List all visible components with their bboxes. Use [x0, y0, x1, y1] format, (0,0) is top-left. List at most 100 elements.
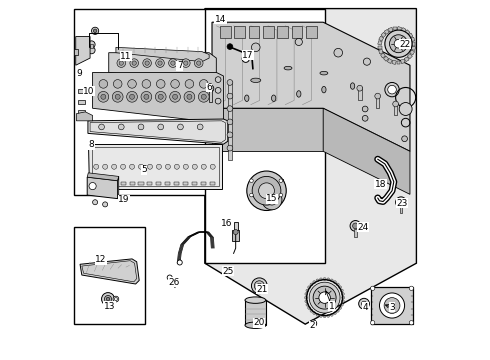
Circle shape	[119, 124, 124, 130]
Bar	[245, 300, 266, 325]
Circle shape	[215, 98, 221, 104]
Circle shape	[198, 91, 209, 102]
Circle shape	[138, 124, 144, 130]
Polygon shape	[87, 173, 119, 181]
Circle shape	[305, 300, 308, 303]
Circle shape	[94, 164, 98, 169]
Circle shape	[93, 29, 97, 33]
Circle shape	[115, 298, 117, 301]
Text: 6: 6	[206, 83, 212, 92]
Circle shape	[102, 202, 108, 207]
Circle shape	[207, 85, 214, 92]
Circle shape	[359, 298, 369, 309]
Text: 16: 16	[220, 219, 232, 228]
Circle shape	[184, 91, 195, 102]
Circle shape	[119, 61, 123, 65]
Circle shape	[350, 221, 361, 231]
Circle shape	[121, 164, 125, 169]
Circle shape	[99, 80, 108, 88]
Bar	[183, 182, 188, 185]
Bar	[112, 182, 117, 185]
Circle shape	[227, 44, 233, 49]
Circle shape	[385, 30, 412, 57]
Circle shape	[227, 93, 233, 99]
Circle shape	[375, 93, 381, 99]
Circle shape	[313, 286, 336, 309]
Bar	[201, 182, 206, 185]
Circle shape	[310, 309, 313, 312]
Circle shape	[181, 59, 190, 67]
Circle shape	[319, 278, 322, 281]
Bar	[209, 90, 212, 102]
Polygon shape	[323, 108, 410, 194]
Text: 10: 10	[83, 86, 95, 95]
Circle shape	[129, 164, 135, 169]
Text: 15: 15	[266, 194, 278, 203]
Circle shape	[402, 136, 408, 141]
Bar	[77, 111, 85, 115]
Bar	[306, 26, 317, 39]
Circle shape	[341, 289, 343, 292]
Circle shape	[395, 197, 406, 208]
Circle shape	[316, 279, 319, 282]
Circle shape	[252, 176, 281, 205]
Circle shape	[171, 80, 179, 88]
Bar	[94, 182, 98, 185]
Bar	[228, 121, 232, 134]
Bar	[388, 59, 392, 63]
Bar	[397, 27, 401, 31]
Circle shape	[117, 59, 125, 67]
Text: 11: 11	[120, 52, 132, 61]
Ellipse shape	[322, 86, 326, 93]
Circle shape	[115, 94, 120, 99]
Bar	[174, 182, 179, 185]
Bar	[129, 182, 135, 185]
Polygon shape	[88, 119, 228, 144]
Bar	[232, 230, 239, 241]
Circle shape	[311, 321, 315, 325]
Bar	[378, 45, 382, 49]
Circle shape	[409, 320, 414, 325]
Circle shape	[88, 46, 95, 54]
Bar	[401, 59, 405, 63]
Bar	[379, 49, 383, 54]
Circle shape	[259, 183, 274, 199]
Bar	[74, 49, 78, 55]
Bar	[248, 26, 259, 39]
Circle shape	[201, 94, 206, 99]
Circle shape	[341, 303, 343, 306]
Circle shape	[251, 43, 260, 51]
Circle shape	[147, 164, 152, 169]
Circle shape	[247, 171, 286, 211]
Bar	[408, 33, 413, 38]
Circle shape	[215, 87, 221, 93]
Circle shape	[409, 286, 414, 291]
Circle shape	[156, 59, 164, 67]
Circle shape	[93, 200, 98, 205]
Polygon shape	[118, 176, 119, 199]
Bar	[397, 60, 400, 64]
Circle shape	[353, 223, 358, 229]
Circle shape	[334, 48, 343, 57]
Circle shape	[113, 296, 119, 302]
Bar	[74, 227, 146, 324]
Circle shape	[262, 190, 282, 210]
Circle shape	[339, 307, 342, 309]
Ellipse shape	[320, 71, 328, 75]
Bar	[228, 81, 232, 94]
Circle shape	[233, 229, 238, 234]
Bar	[139, 182, 144, 185]
Circle shape	[89, 183, 96, 190]
Text: 20: 20	[254, 318, 265, 327]
Text: 19: 19	[118, 195, 129, 204]
Polygon shape	[205, 9, 416, 324]
Circle shape	[142, 80, 151, 88]
Bar	[234, 26, 245, 39]
Circle shape	[227, 119, 233, 125]
Circle shape	[339, 286, 342, 289]
Circle shape	[308, 307, 311, 309]
Circle shape	[104, 296, 112, 303]
Circle shape	[227, 106, 233, 112]
Circle shape	[227, 80, 233, 85]
Circle shape	[250, 193, 253, 197]
